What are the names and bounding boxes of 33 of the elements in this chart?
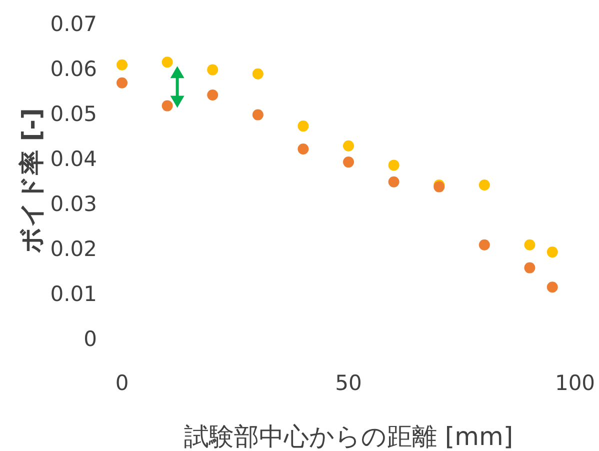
y-tick-label: 0.07 [50,12,97,36]
point [478,239,490,250]
point [116,77,128,88]
y-tick-label: 0.06 [50,57,97,81]
y-tick-label: 0.01 [50,282,97,306]
point [207,90,218,100]
y-tick-label: 0.02 [50,237,97,261]
point [343,156,354,168]
point [388,176,400,188]
x-tick-label: 100 [554,371,596,395]
point [546,246,558,258]
y-axis-title: ボイド率 [-] [17,108,46,254]
point [524,262,536,274]
point [298,120,309,132]
point [252,68,264,80]
y-tick-label: 0.03 [50,192,97,216]
y-tick-label: 0.05 [50,102,97,126]
y-tick-label: 0.04 [50,147,97,171]
point [524,239,536,250]
point [298,144,309,154]
point [162,100,173,112]
point [388,160,400,171]
x-tick-label: 50 [335,371,362,395]
point [343,140,354,152]
point [116,59,128,70]
point [478,180,490,190]
x-axis-title: 試験部中心からの距離 [mm] [184,422,514,451]
point [546,282,558,293]
point [162,56,173,68]
point [252,109,264,120]
point [207,64,218,76]
y-tick-label: 0 [84,327,97,351]
x-tick-label: 0 [115,371,129,395]
